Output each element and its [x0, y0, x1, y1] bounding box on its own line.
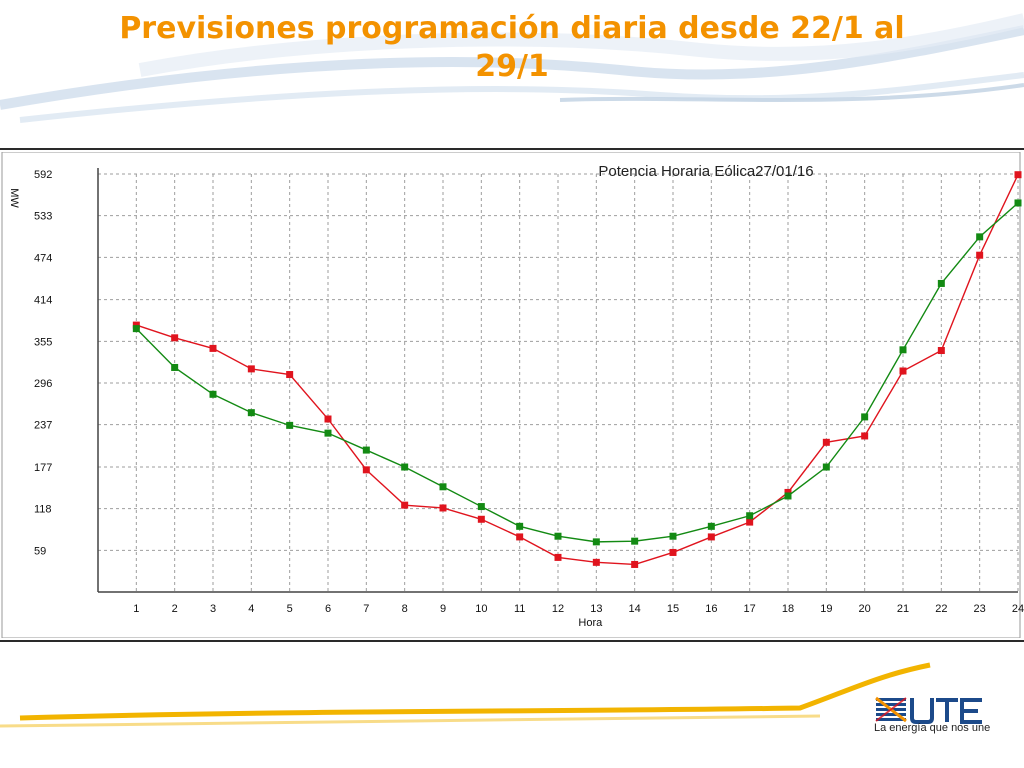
series-2-point [286, 421, 294, 429]
bottom-divider [0, 640, 1024, 642]
series-2-point [1014, 199, 1022, 207]
series-2-point [247, 409, 255, 417]
series-1-point [401, 501, 409, 509]
series-1-point [631, 560, 639, 568]
slide-title: Previsiones programación diaria desde 22… [119, 11, 905, 84]
x-tick-label: 16 [705, 603, 717, 615]
x-tick-label: 11 [514, 603, 525, 615]
series-2-point [937, 279, 945, 287]
series-1-point [324, 415, 332, 423]
y-tick-label: 533 [34, 211, 52, 223]
series-1-point [477, 515, 485, 523]
x-tick-label: 12 [552, 603, 564, 615]
y-axis-label: MW [8, 188, 20, 208]
top-divider [0, 148, 1024, 150]
series-1-point [784, 488, 792, 496]
series-2-point [669, 532, 677, 540]
series-2-point [707, 522, 715, 530]
series-line-2 [135, 202, 1019, 543]
x-tick-label: 7 [363, 603, 369, 615]
series-2-point [324, 429, 332, 437]
x-tick-label: 2 [172, 603, 178, 615]
x-tick-label: 13 [590, 603, 602, 615]
y-tick-label: 355 [34, 336, 52, 348]
series-1-point [247, 365, 255, 373]
chart-frame [1, 152, 1021, 638]
x-tick-label: 19 [820, 603, 832, 615]
x-axis-label: Hora [578, 617, 603, 629]
series-2-point [631, 537, 639, 545]
x-tick-label: 20 [859, 603, 871, 615]
x-tick-label: 10 [475, 603, 487, 615]
y-tick-label: 592 [34, 169, 52, 181]
series-1-point [861, 432, 869, 440]
x-tick-label: 21 [897, 603, 909, 615]
y-tick-label: 296 [34, 378, 52, 390]
series-1-point [899, 367, 907, 375]
x-tick-label: 18 [782, 603, 794, 615]
x-tick-label: 5 [287, 603, 293, 615]
x-tick-label: 3 [210, 603, 216, 615]
series-2-point [784, 492, 792, 500]
series-1-point [937, 347, 945, 355]
series-1-point [171, 334, 179, 342]
series-line-1 [136, 174, 1019, 566]
series-1-point [554, 553, 562, 561]
series-1-point [592, 558, 600, 566]
y-tick-label: 237 [34, 420, 52, 432]
series-1-point [209, 344, 217, 352]
y-tick-label: 414 [34, 295, 52, 307]
x-tick-label: 6 [325, 603, 331, 615]
series-1-point [516, 533, 524, 541]
series-2-point [362, 446, 370, 454]
x-tick-label: 15 [667, 603, 679, 615]
series-1-point [439, 504, 447, 512]
x-tick-label: 22 [935, 603, 947, 615]
series-2-point [132, 325, 140, 333]
series-2-point [401, 463, 409, 471]
series-2-point [171, 363, 179, 371]
series-1-point [362, 466, 370, 474]
series-1-point [976, 251, 984, 259]
x-tick-label: 9 [440, 603, 446, 615]
series-2-point [976, 233, 984, 241]
x-tick-label: 23 [974, 603, 986, 615]
x-tick-label: 8 [402, 603, 408, 615]
y-tick-label: 59 [34, 545, 46, 557]
series-1-point [669, 548, 677, 556]
ute-logo [875, 696, 982, 724]
x-tick-label: 17 [744, 603, 756, 615]
series-2-point [592, 538, 600, 546]
series-2-point [516, 522, 524, 530]
x-tick-label: 1 [133, 603, 139, 615]
series-1-point [746, 518, 754, 526]
series-1-point [132, 321, 140, 329]
y-tick-label: 177 [34, 462, 52, 474]
series-1-point [707, 533, 715, 541]
brand-tagline: La energía que nos une [874, 722, 991, 734]
y-tick-label: 118 [34, 504, 52, 516]
series-2-point [861, 413, 869, 421]
x-tick-label: 4 [248, 603, 254, 615]
y-tick-label: 474 [34, 252, 52, 264]
chart-title: Potencia Horaria Eólica27/01/16 [598, 163, 813, 180]
series-2-point [746, 512, 754, 520]
series-1-point [1014, 171, 1022, 179]
footer-swoosh-decoration [0, 662, 931, 728]
series-2-point [477, 503, 485, 511]
series-1-point [286, 371, 294, 379]
series-1-point [822, 438, 830, 446]
header-swoosh-decoration [0, 13, 1024, 123]
series-2-point [899, 346, 907, 354]
series-2-point [822, 463, 830, 471]
x-tick-label: 14 [629, 603, 641, 615]
series-2-point [554, 532, 562, 540]
series-2-point [209, 390, 217, 398]
series-2-point [439, 483, 447, 491]
x-tick-label: 24 [1012, 603, 1024, 615]
